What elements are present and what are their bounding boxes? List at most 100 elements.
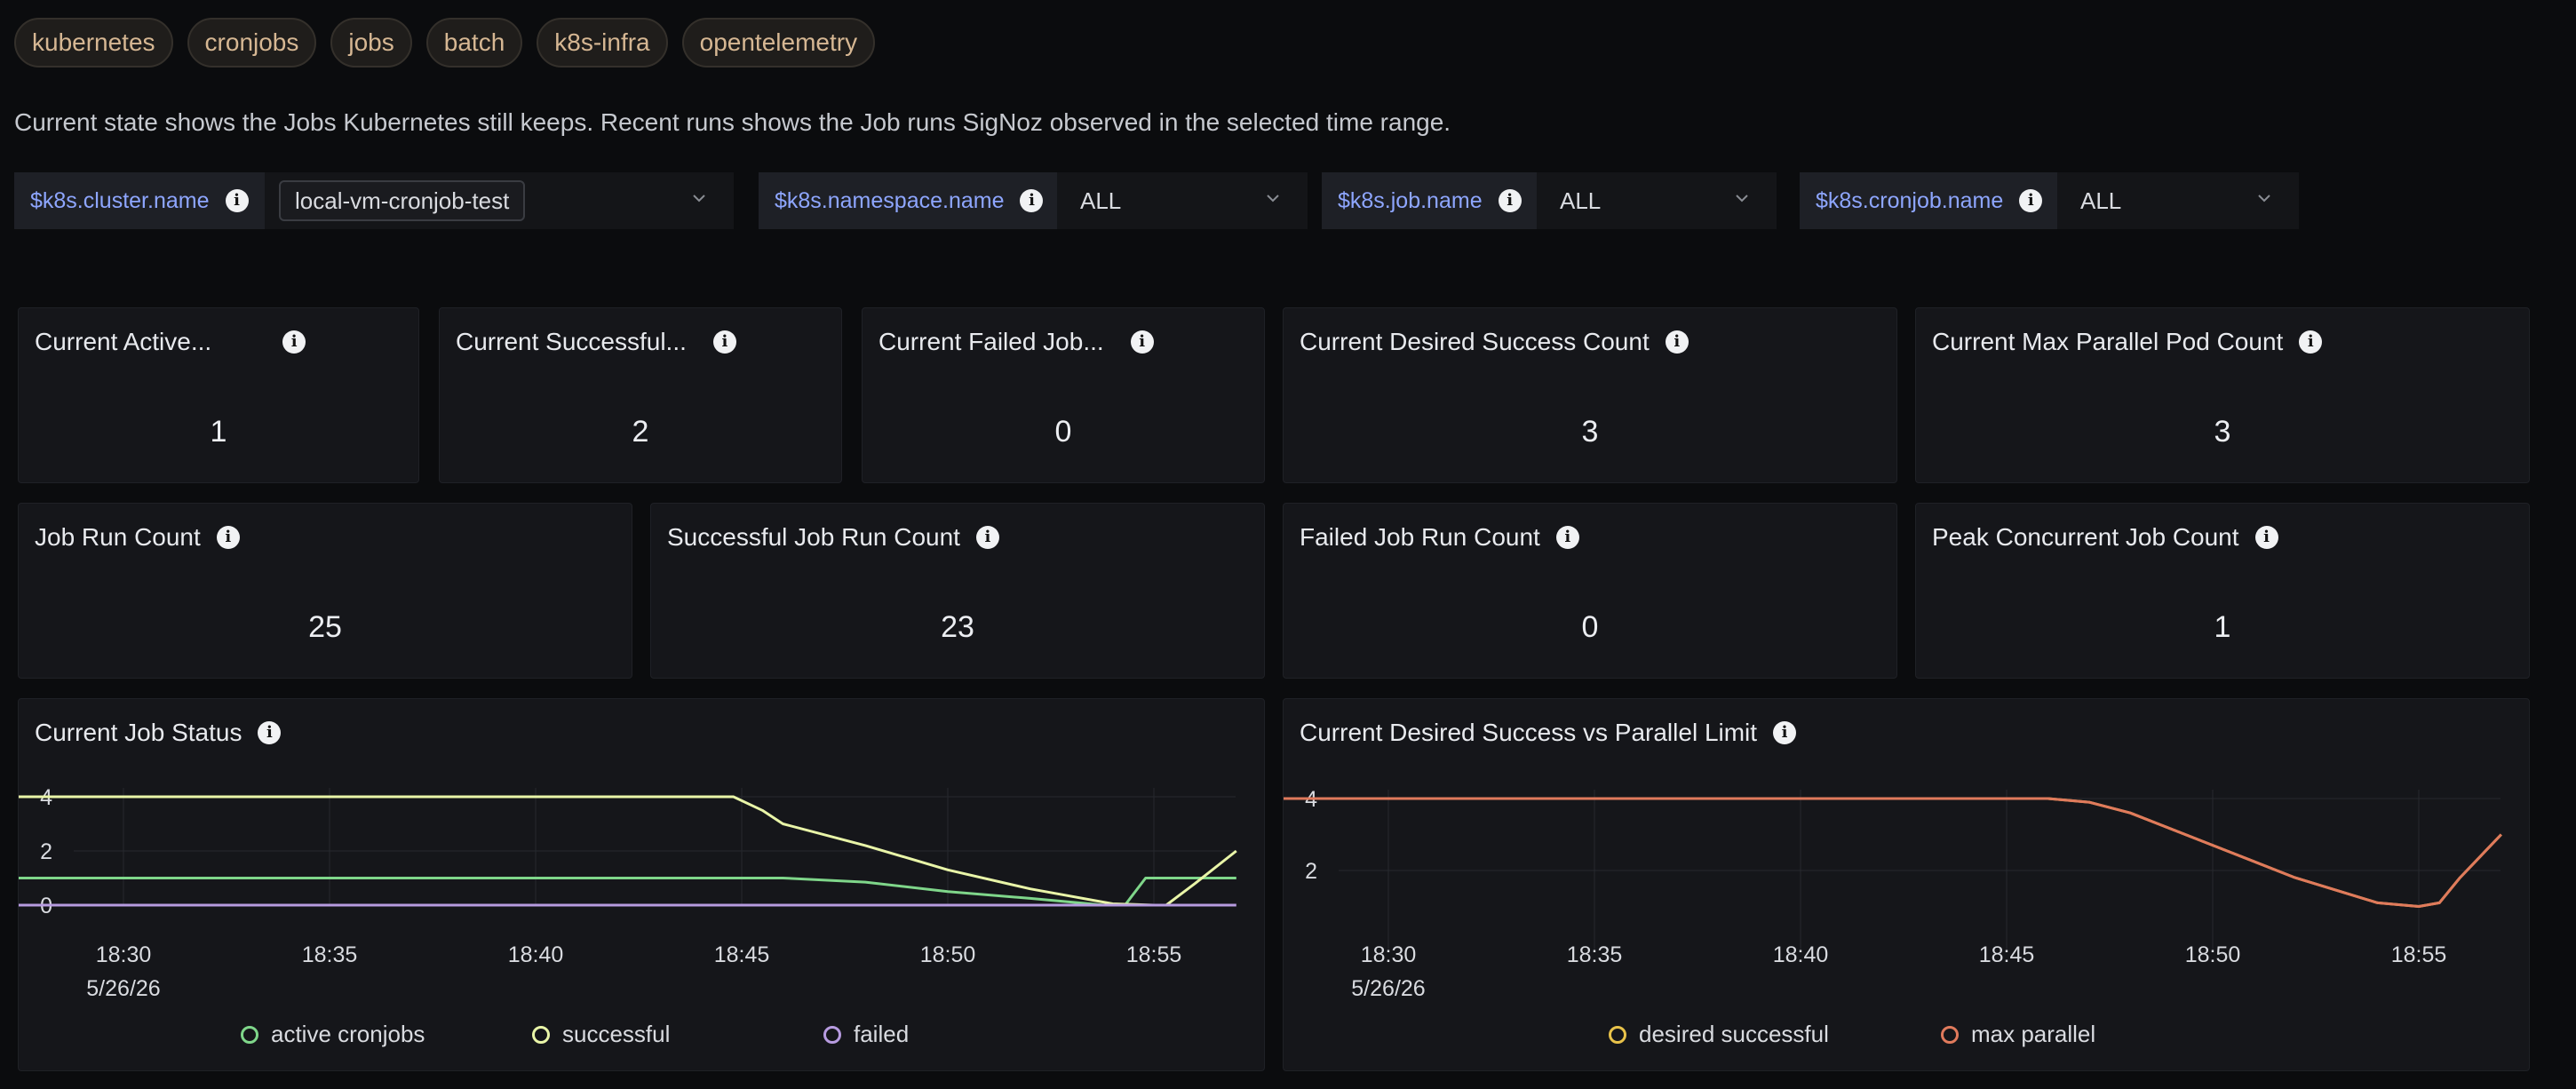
cronjob-select[interactable]: ALL xyxy=(2057,172,2299,229)
variable-namespace-name: $k8s.namespace.name i ALL xyxy=(759,172,1308,229)
x-tick-label: 18:45 xyxy=(714,942,770,967)
legend-item-active[interactable]: active cronjobs xyxy=(241,1021,425,1048)
stat-value: 3 xyxy=(2214,415,2231,449)
y-tick-label: 2 xyxy=(40,839,52,864)
info-icon[interactable]: i xyxy=(1130,330,1154,354)
panel-title-text: Current Active... xyxy=(35,328,212,355)
info-icon[interactable]: i xyxy=(2019,189,2043,212)
job-select[interactable]: ALL xyxy=(1537,172,1777,229)
tag-k8s-infra[interactable]: k8s-infra xyxy=(537,18,668,68)
info-icon[interactable]: i xyxy=(1020,189,1044,212)
selected-value: ALL xyxy=(1560,187,1602,214)
x-tick-label: 18:45 xyxy=(1979,942,2035,967)
stat-panel-successful-job-run-count[interactable]: Successful Job Run Count i 23 xyxy=(650,503,1265,679)
legend-label: max parallel xyxy=(1971,1021,2096,1047)
info-icon[interactable]: i xyxy=(2299,330,2323,354)
legend-item-failed[interactable]: failed xyxy=(823,1021,909,1048)
variable-label-text: $k8s.cluster.name xyxy=(30,187,210,213)
stat-value: 25 xyxy=(308,610,342,644)
x-tick-label: 18:35 xyxy=(302,942,358,967)
stat-panel-current-failed[interactable]: Current Failed Job... i 0 xyxy=(862,307,1265,483)
legend-marker xyxy=(532,1025,550,1044)
stat-value: 0 xyxy=(1581,610,1599,644)
panel-title-text: Current Max Parallel Pod Count xyxy=(1932,328,2284,355)
cluster-select[interactable]: local-vm-cronjob-test xyxy=(265,172,734,229)
tag-list: kubernetes cronjobs jobs batch k8s-infra… xyxy=(14,18,876,68)
variable-cluster-name: $k8s.cluster.name i local-vm-cronjob-tes… xyxy=(14,172,734,229)
info-icon[interactable]: i xyxy=(1555,526,1579,549)
stat-panel-current-active[interactable]: Current Active... i 1 xyxy=(18,307,419,483)
chart-panel-current-job-status[interactable]: Current Job Status i 0 2 4 18:30 18:35 18:40 18… xyxy=(18,698,1265,1071)
panel-title: Successful Job Run Count i xyxy=(667,523,999,552)
info-icon[interactable]: i xyxy=(1665,330,1689,354)
legend-item-successful[interactable]: successful xyxy=(532,1021,670,1048)
info-icon[interactable]: i xyxy=(1498,189,1522,212)
series-line-active-cronjobs xyxy=(19,877,1236,907)
tag-jobs[interactable]: jobs xyxy=(330,18,412,68)
dashboard-description: Current state shows the Jobs Kubernetes … xyxy=(14,108,1451,136)
panel-title: Current Active... i xyxy=(35,328,306,356)
variable-label: $k8s.job.name i xyxy=(1322,172,1537,229)
x-date-label: 5/26/26 xyxy=(86,976,160,1001)
stat-panel-current-max-parallel[interactable]: Current Max Parallel Pod Count i 3 xyxy=(1915,307,2530,483)
panel-title-text: Successful Job Run Count xyxy=(667,523,960,551)
info-icon[interactable]: i xyxy=(216,526,240,549)
panel-title-text: Current Failed Job... xyxy=(879,328,1104,355)
legend-item-desired-successful[interactable]: desired successful xyxy=(1609,1021,1829,1048)
legend-marker xyxy=(1609,1025,1626,1044)
panel-title-text: Peak Concurrent Job Count xyxy=(1932,523,2239,551)
panel-title: Failed Job Run Count i xyxy=(1300,523,1579,552)
x-tick-label: 18:35 xyxy=(1567,942,1623,967)
variable-label-text: $k8s.namespace.name xyxy=(775,187,1005,213)
panel-title: Job Run Count i xyxy=(35,523,240,552)
namespace-select[interactable]: ALL xyxy=(1057,172,1308,229)
stat-panel-current-desired-success[interactable]: Current Desired Success Count i 3 xyxy=(1283,307,1897,483)
panel-title-text: Current Desired Success Count xyxy=(1300,328,1650,355)
x-tick-label: 18:30 xyxy=(1361,942,1417,967)
variable-label: $k8s.cronjob.name i xyxy=(1800,172,2057,229)
panel-title: Current Job Status i xyxy=(35,719,282,747)
panel-title: Current Max Parallel Pod Count i xyxy=(1932,328,2323,356)
chevron-down-icon xyxy=(2258,195,2270,203)
stat-panel-current-successful[interactable]: Current Successful... i 2 xyxy=(439,307,842,483)
stat-panel-job-run-count[interactable]: Job Run Count i 25 xyxy=(18,503,632,679)
chart-panel-desired-vs-parallel[interactable]: Current Desired Success vs Parallel Limi… xyxy=(1283,698,2530,1071)
info-icon[interactable]: i xyxy=(2254,526,2278,549)
legend-marker xyxy=(1941,1025,1959,1044)
chevron-down-icon xyxy=(1267,195,1279,203)
panel-title-text: Current Successful... xyxy=(456,328,687,355)
tag-kubernetes[interactable]: kubernetes xyxy=(14,18,173,68)
series-line-max-parallel xyxy=(1284,797,2502,908)
tag-cronjobs[interactable]: cronjobs xyxy=(187,18,317,68)
panel-title-text: Job Run Count xyxy=(35,523,201,551)
info-icon[interactable]: i xyxy=(712,330,736,354)
stat-value: 0 xyxy=(1054,415,1072,449)
tag-batch[interactable]: batch xyxy=(425,18,523,68)
panel-title-text: Failed Job Run Count xyxy=(1300,523,1540,551)
x-tick-label: 18:30 xyxy=(96,942,152,967)
selected-value: ALL xyxy=(2080,187,2122,214)
variable-label: $k8s.namespace.name i xyxy=(759,172,1057,229)
variable-cronjob-name: $k8s.cronjob.name i ALL xyxy=(1800,172,2299,229)
info-icon[interactable]: i xyxy=(975,526,999,549)
info-icon[interactable]: i xyxy=(225,189,249,212)
series-line-successful xyxy=(19,795,1237,907)
variable-label-text: $k8s.cronjob.name xyxy=(1816,187,2004,213)
stat-panel-peak-concurrent[interactable]: Peak Concurrent Job Count i 1 xyxy=(1915,503,2530,679)
x-date-label: 5/26/26 xyxy=(1351,976,1425,1001)
stat-panel-failed-job-run-count[interactable]: Failed Job Run Count i 0 xyxy=(1283,503,1897,679)
tag-opentelemetry[interactable]: opentelemetry xyxy=(681,18,876,68)
stat-value: 23 xyxy=(941,610,974,644)
panel-title: Current Desired Success vs Parallel Limi… xyxy=(1300,719,1797,747)
legend-label: successful xyxy=(562,1021,671,1047)
stat-value: 3 xyxy=(1581,415,1599,449)
info-icon[interactable]: i xyxy=(282,330,306,354)
info-icon[interactable]: i xyxy=(1773,721,1797,744)
x-tick-label: 18:55 xyxy=(1126,942,1182,967)
panel-title-text: Current Job Status xyxy=(35,719,242,746)
legend-item-max-parallel[interactable]: max parallel xyxy=(1941,1021,2095,1048)
info-icon[interactable]: i xyxy=(258,721,282,744)
x-tick-label: 18:50 xyxy=(920,942,976,967)
